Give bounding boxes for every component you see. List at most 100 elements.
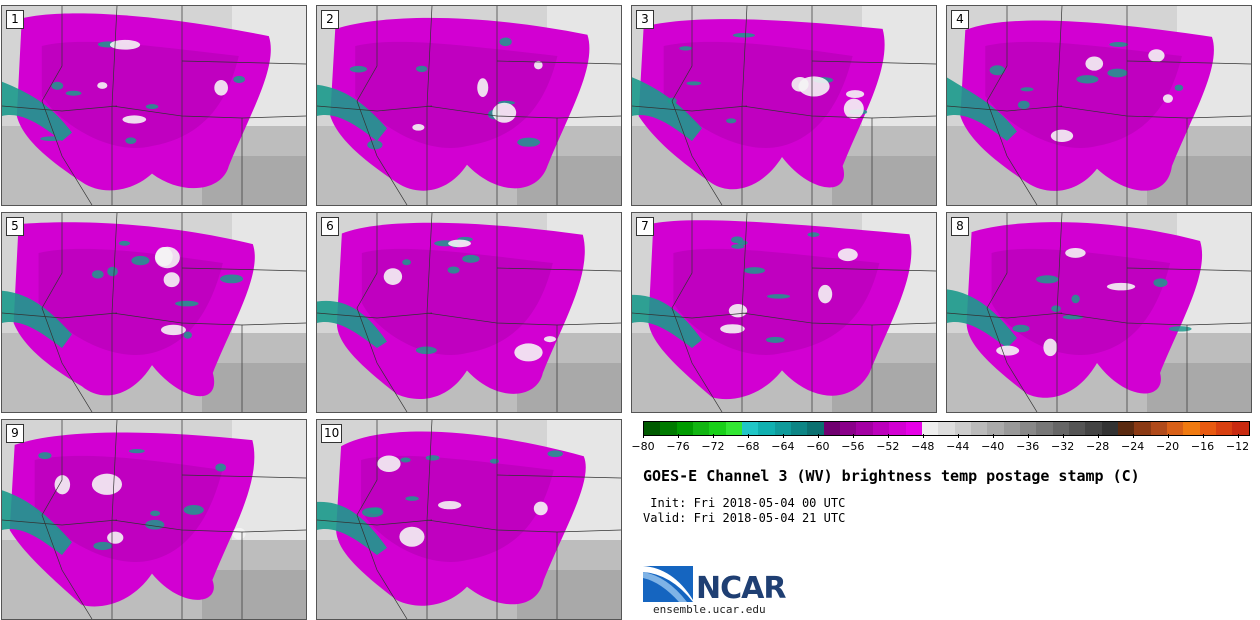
colorbar-swatch [709,422,726,435]
colorbar-tick-label: −40 [981,440,1005,453]
colorbar-tick [957,434,959,438]
colorbar-tick [677,434,679,438]
colorbar-swatch [1003,422,1020,435]
colorbar-tick-label: −48 [911,440,935,453]
colorbar-swatch [970,422,988,435]
colorbar-swatch [1068,422,1086,435]
colorbar-tick-label: −72 [701,440,725,453]
colorbar-swatch [1101,422,1118,435]
colorbar-swatch [742,422,759,435]
stamp-map [2,213,306,412]
colorbar-swatch [823,422,841,435]
colorbar-tick [992,434,994,438]
colorbar-tick [852,434,854,438]
colorbar-swatch [1199,422,1217,435]
colorbar-swatch [987,422,1004,435]
stamp-label: 1 [6,10,24,29]
stamp-label: 6 [321,217,339,236]
colorbar-swatch [1117,422,1135,435]
colorbar-swatch [905,422,922,435]
stamp-map [2,420,306,619]
stamp-label: 3 [636,10,654,29]
stamp-label: 4 [951,10,969,29]
colorbar-swatch [938,422,955,435]
stamp-map [947,213,1251,412]
colorbar-swatch [1167,422,1184,435]
colorbar-tick-label: −52 [876,440,900,453]
colorbar-tick [922,434,924,438]
ncar-logo: NCAR ensemble.ucar.edu [643,562,803,616]
stamp-map [632,213,936,412]
stamp-label: 10 [321,424,343,443]
postage-stamp-5: 5 [1,212,307,413]
stamp-map [317,6,621,205]
colorbar-swatch [1150,422,1167,435]
colorbar-swatch [693,422,710,435]
colorbar-tick [1132,434,1134,438]
colorbar-swatch [1019,422,1037,435]
postage-stamp-6: 6 [316,212,622,413]
postage-stamp-7: 7 [631,212,937,413]
colorbar-ticks: −80 −76 −72 −68 −64 −60 −56 −52 −48 −44 −40 −36 −32−… [631,434,1250,456]
stamp-label: 7 [636,217,654,236]
colorbar-tick [1062,434,1064,438]
stamp-label: 8 [951,217,969,236]
colorbar-tick-label: −20 [1155,440,1180,453]
colorbar-swatch [1052,422,1069,435]
colorbar-swatch [856,422,873,435]
postage-stamp-10: 10 [316,419,622,620]
colorbar-swatch [889,422,906,435]
stamp-label: 9 [6,424,24,443]
colorbar-swatch [1232,422,1249,435]
colorbar-swatch [1085,422,1102,435]
colorbar-tick-label: −32 [1051,440,1075,453]
colorbar [643,421,1250,436]
colorbar-tick-label: −76 [666,440,690,453]
colorbar-tick-label: −56 [841,440,865,453]
colorbar-tick [1167,434,1169,438]
colorbar-swatch [954,422,971,435]
colorbar-swatch [774,422,792,435]
stamp-map [632,6,936,205]
colorbar-tick-label: −12 [1225,440,1250,453]
colorbar-swatch [1036,422,1053,435]
colorbar-swatch [791,422,808,435]
ncar-swoosh-icon [643,566,693,602]
colorbar-tick [782,434,784,438]
colorbar-tick-label: −68 [736,440,760,453]
colorbar-swatch [807,422,824,435]
colorbar-swatch [1216,422,1233,435]
colorbar-tick [1027,434,1029,438]
postage-stamp-3: 3 [631,5,937,206]
stamp-label: 2 [321,10,339,29]
colorbar-swatch [1134,422,1151,435]
colorbar-swatch [676,422,694,435]
stamp-map [2,6,306,205]
postage-stamp-8: 8 [946,212,1252,413]
colorbar-tick-label: −36 [1016,440,1040,453]
colorbar-swatch [644,422,661,435]
colorbar-swatch [840,422,857,435]
colorbar-tick [747,434,749,438]
postage-stamp-2: 2 [316,5,622,206]
colorbar-tick-label: −28 [1086,440,1110,453]
colorbar-swatch [660,422,677,435]
valid-time: Valid: Fri 2018-05-04 21 UTC [643,511,846,525]
stamp-map [947,6,1251,205]
colorbar-tick [1237,434,1239,438]
logo-wordmark: NCAR [696,571,786,606]
figure-title: GOES-E Channel 3 (WV) brightness temp po… [643,467,1140,485]
postage-stamp-4: 4 [946,5,1252,206]
colorbar-tick [887,434,889,438]
colorbar-tick-label: −24 [1120,440,1145,453]
colorbar-tick-label: −44 [946,440,970,453]
colorbar-tick [1202,434,1204,438]
colorbar-swatch [758,422,775,435]
colorbar-tick [1097,434,1099,438]
colorbar-tick-label: −64 [771,440,795,453]
colorbar-swatch [725,422,743,435]
stamp-map [317,420,621,619]
logo-url: ensemble.ucar.edu [653,603,766,616]
postage-stamp-1: 1 [1,5,307,206]
colorbar-tick [712,434,714,438]
